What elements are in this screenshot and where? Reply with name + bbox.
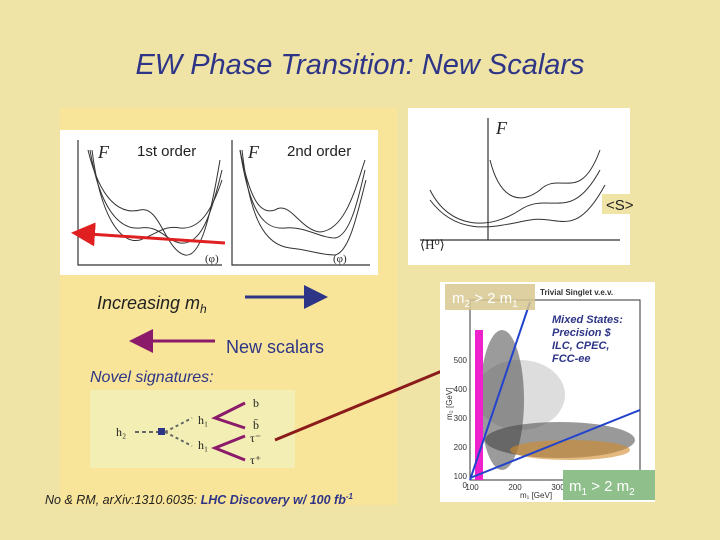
text: > 2 m [587,478,629,495]
title: EW Phase Transition: New Scalars [135,49,584,81]
text: m [452,290,465,307]
particle-label: h₁ [198,438,208,452]
curve [429,169,601,224]
axis-label: <S> [606,197,634,214]
particle-label: b [253,396,259,410]
citation-highlight: LHC Discovery w/ 100 fb [201,493,347,507]
axis-label: F [495,118,508,138]
subscript: 1 [582,487,588,498]
label-background [445,284,535,310]
diagram-background [90,390,295,468]
axis-label: (φ) [333,253,347,265]
x-tick-label: 300 [551,483,565,492]
y-tick-label: 0 [463,481,468,490]
note-line: ILC, CPEC, [552,340,609,352]
y-tick-label: 100 [454,472,468,481]
section-label: Novel signatures: [90,369,214,386]
x-ticks: 100 200 300 [465,483,565,492]
particle-label: b̄ [253,418,259,432]
axis-label: ⟨H⁰⟩ [420,237,445,252]
axis-label: F [247,142,260,162]
point-cluster [475,360,565,430]
arrow-label: Increasing mh [97,293,207,316]
label-background [563,470,655,500]
boundary-line [469,301,531,481]
subscript: h [200,302,207,316]
point-cluster [510,440,630,460]
mixed-states-note: Mixed States: Precision $ ILC, CPEC, FCC… [552,314,624,366]
curve [87,149,221,256]
note-line: FCC-ee [552,353,591,365]
axis-label: (φ) [205,253,219,265]
curve [241,149,367,256]
arrow-label: New scalars [226,337,324,357]
propagator [164,417,193,433]
text: Increasing m [97,293,200,313]
particle-label: h₁ [198,413,208,427]
plot-background [408,108,630,265]
region-label: m2 > 2 m1 [452,290,518,310]
potential-panel: F F 1st order 2nd order (φ) (φ) [60,130,378,275]
x-tick-label: 200 [508,483,522,492]
superscript: -1 [346,492,354,501]
axes [231,140,370,266]
y-tick-label: 300 [454,414,468,423]
propagator [164,431,193,447]
scatter-panel: Trivial Singlet v.e.v. 500 400 300 200 1… [440,282,655,502]
particle-label: h₂ [116,425,126,439]
curve [239,149,366,233]
decay-diagram: h₂ h₁ h₁ b b̄ τ⁻ τ⁺ [90,390,295,468]
y-tick-label: 400 [454,385,468,394]
axis-label: m₁ [GeV] [520,491,552,500]
label-background [602,194,646,214]
citation: No & RM, arXiv:1310.6035: LHC Discovery … [45,492,354,507]
curve [489,149,601,199]
panel-label: 1st order [137,143,196,160]
highlight-band [475,330,483,480]
note-line: Mixed States: [552,314,623,326]
curve [239,149,366,239]
subscript: 1 [512,299,518,310]
curve [91,149,223,242]
text: > 2 m [470,290,512,307]
note-line: Precision $ [552,327,612,339]
y-tick-label: 500 [454,356,468,365]
plot-heading: Trivial Singlet v.e.v. [540,288,613,297]
singlet-panel: F <S> ⟨H⁰⟩ [408,108,646,265]
fermion-lines [211,401,246,430]
particle-label: τ⁻ [250,431,261,445]
vertex [158,428,165,435]
text: m [569,478,582,495]
axes [469,299,641,481]
axes [420,118,620,241]
citation-ref: No & RM, arXiv:1310.6035: [45,493,201,507]
region-label: m1 > 2 m2 [569,478,635,498]
subscript: 2 [629,487,635,498]
subscript: 2 [465,299,471,310]
fermion-lines [210,434,246,462]
panel-label: 2nd order [287,143,351,160]
axis-label: F [97,142,110,162]
curve [429,184,606,228]
particle-label: τ⁺ [250,453,261,467]
curve [89,149,223,244]
boundary-line [469,409,641,479]
y-tick-label: 200 [454,443,468,452]
y-ticks: 500 400 300 200 100 0 [454,356,468,490]
arrow [71,222,226,247]
x-tick-label: 100 [465,483,479,492]
axis-label: m₂ [GeV] [445,388,454,420]
axes [77,140,222,266]
